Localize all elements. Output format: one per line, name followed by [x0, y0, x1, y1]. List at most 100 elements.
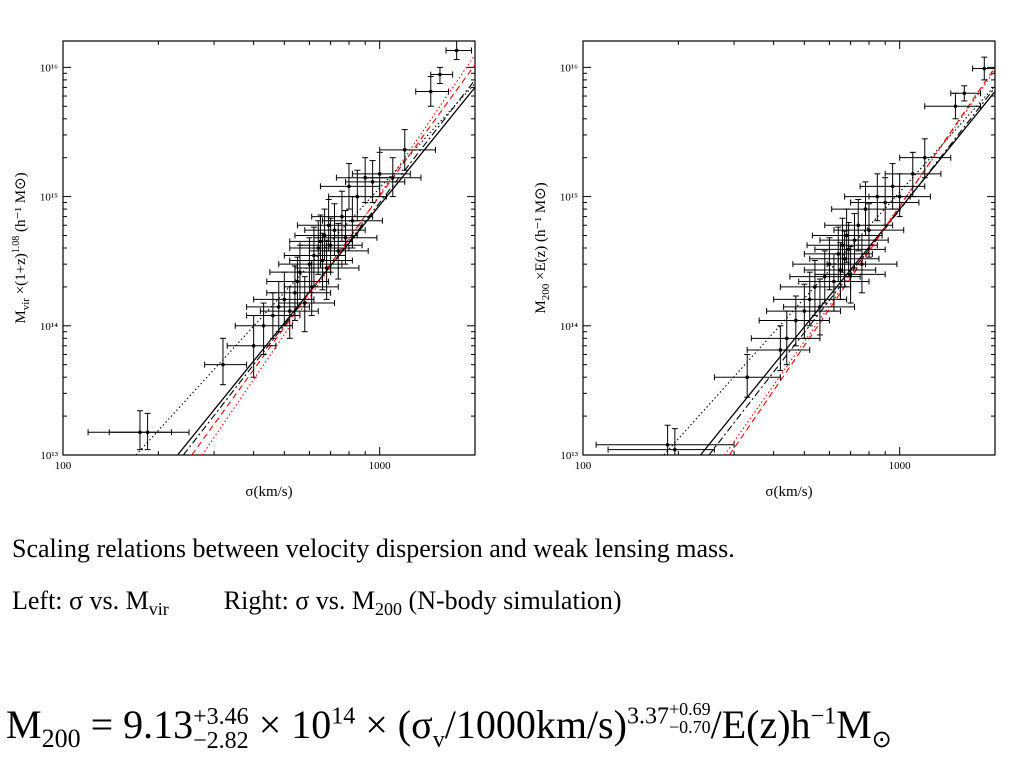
y-axis-title-main: M [533, 300, 549, 313]
data-marker [778, 348, 783, 352]
data-point [364, 157, 422, 198]
scaling-formula: M200 = 9.13 +3.46 −2.82 × 1014 × (σv/1000k… [6, 700, 892, 753]
data-point [430, 66, 454, 85]
data-point [108, 410, 172, 451]
data-marker [842, 256, 847, 261]
data-point [289, 220, 350, 275]
data-marker [890, 184, 895, 189]
formula-lhs: M [6, 701, 42, 747]
y-axis-title-sub: vir [20, 298, 32, 311]
data-point [826, 234, 898, 294]
fit-line-dashdot [708, 87, 995, 455]
data-marker [836, 252, 841, 256]
data-point [814, 246, 886, 304]
plot-frame [582, 40, 996, 456]
formula-coef-minus: −2.82 [193, 727, 249, 754]
data-marker [673, 447, 677, 452]
data-marker [745, 375, 749, 380]
y-tick-label: 10¹⁶ [40, 62, 58, 74]
right-chart-panel: 100 1000 10¹³ 10¹⁴ 10¹⁵ 10¹⁶ σ(km/s) M200 ×E(z)… [520, 0, 1020, 510]
data-point [803, 242, 877, 300]
data-point [351, 151, 411, 198]
data-marker [860, 262, 864, 266]
y-axis-title-sub: 200 [540, 283, 552, 300]
data-marker [221, 362, 225, 367]
data-point [322, 196, 383, 249]
data-point [299, 217, 363, 273]
x-tick-label: 100 [575, 460, 592, 472]
data-point [899, 138, 952, 179]
data-point [319, 163, 381, 210]
fit-line-dotted [135, 83, 475, 455]
y-axis-title: Mvir ×(1+z)1.08 (h⁻¹ M⊙) [11, 172, 32, 323]
data-marker [340, 214, 344, 219]
axis-ticks [582, 41, 996, 456]
data-point [803, 226, 873, 283]
y-tick-label: 10¹³ [560, 450, 578, 462]
y-tick-label: 10¹⁶ [560, 62, 578, 74]
data-layer [87, 41, 475, 455]
data-marker [276, 305, 281, 309]
data-point [278, 237, 343, 294]
formula-exp: 14 [331, 703, 356, 730]
data-point [773, 271, 848, 327]
data-marker [454, 48, 459, 53]
data-marker [910, 172, 915, 176]
data-marker [332, 228, 337, 232]
data-marker [293, 291, 297, 295]
data-marker [326, 223, 331, 228]
caption-left-sub: vir [148, 599, 169, 620]
data-marker [347, 184, 351, 189]
data-point [311, 190, 374, 242]
data-marker [982, 66, 987, 71]
left-chart-panel: 100 1000 10¹³ 10¹⁴ 10¹⁵ 10¹⁶ σ(km/s) Mvir ×(1+z… [0, 0, 500, 510]
data-marker [807, 297, 812, 302]
data-point [259, 286, 319, 339]
y-axis-title-units: (h⁻¹ M⊙) [13, 172, 29, 235]
formula-power-block: 3.37 +0.69 −0.70 [627, 700, 711, 736]
data-marker [428, 89, 433, 94]
formula-mid: × 10 [248, 701, 332, 747]
data-marker [302, 301, 307, 305]
formula-eq: = 9.13 [80, 701, 194, 747]
data-point [204, 337, 248, 386]
data-marker [318, 239, 323, 244]
caption-right-suffix: (N-body simulation) [402, 586, 622, 615]
data-marker [852, 238, 857, 242]
data-point [766, 283, 841, 339]
x-axis-title: σ(km/s) [765, 484, 812, 500]
x-tick-label: 1000 [369, 460, 392, 472]
y-tick-label: 10¹⁴ [40, 321, 58, 333]
fit-line-dashdot [182, 79, 475, 455]
caption-left-prefix: Left: σ vs. M [12, 586, 149, 615]
data-point [824, 198, 894, 252]
data-marker [343, 235, 348, 240]
left-chart: 100 1000 10¹³ 10¹⁴ 10¹⁵ 10¹⁶ σ(km/s) Mvir ×(1+z… [11, 40, 476, 500]
y-tick-label: 10¹⁵ [560, 192, 578, 204]
y-tick-label: 10¹³ [40, 450, 58, 462]
data-point [783, 278, 855, 336]
data-point [814, 222, 886, 278]
data-marker [336, 249, 341, 253]
data-marker [838, 268, 843, 272]
data-marker [844, 233, 849, 238]
data-marker [370, 180, 375, 184]
data-point [345, 160, 406, 203]
x-axis-title: σ(km/s) [245, 484, 292, 500]
data-marker [271, 313, 275, 318]
data-marker [316, 246, 321, 250]
data-point [289, 232, 353, 291]
data-marker [251, 344, 256, 348]
data-marker [846, 247, 851, 252]
data-point [746, 325, 811, 372]
y-axis-title-sup: 1.08 [11, 236, 22, 254]
data-marker [298, 270, 302, 274]
data-point [819, 212, 889, 269]
data-point [87, 412, 190, 451]
data-marker [802, 309, 807, 313]
data-point [758, 295, 830, 347]
data-marker [953, 104, 958, 109]
data-marker [818, 305, 822, 309]
data-point [415, 75, 450, 107]
data-point [266, 265, 332, 321]
